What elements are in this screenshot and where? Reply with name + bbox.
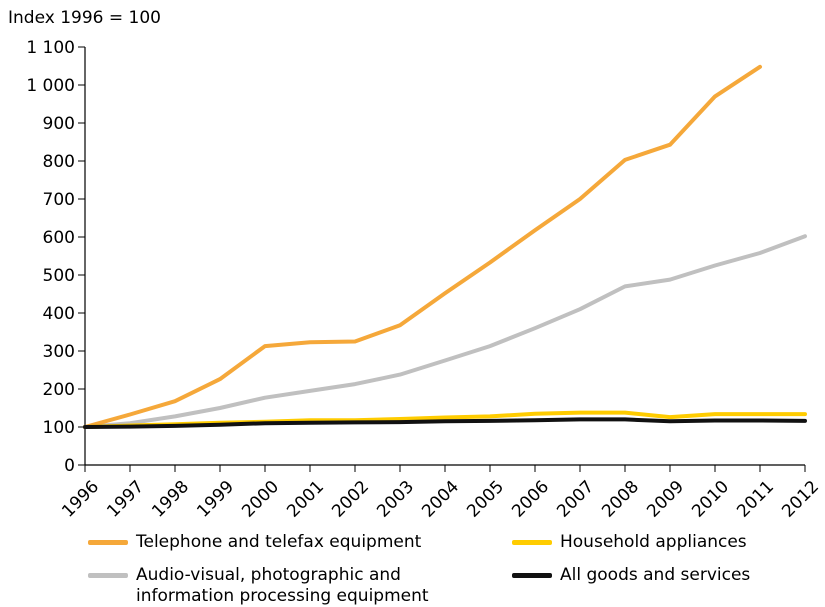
x-tick-label: 2003 (373, 477, 418, 522)
x-tick-label: 1999 (193, 477, 238, 522)
y-axis-unit-label: Index 1996 = 100 (8, 8, 161, 28)
y-tick-label: 100 (43, 418, 75, 438)
x-tick-label: 2009 (643, 477, 688, 522)
x-tick-label: 1997 (103, 477, 148, 522)
x-tick-label: 2008 (598, 477, 643, 522)
x-tick-label: 2000 (238, 477, 283, 522)
y-tick-label: 200 (43, 380, 75, 400)
x-tick-label: 2007 (553, 477, 598, 522)
y-tick-label: 500 (43, 266, 75, 286)
x-tick-label: 1996 (58, 477, 103, 522)
x-tick-label: 2012 (778, 477, 823, 522)
y-tick-label: 400 (43, 304, 75, 324)
x-tick-label: 2005 (463, 477, 508, 522)
y-tick-label: 1 100 (26, 38, 75, 58)
x-tick-label: 1998 (148, 477, 193, 522)
y-tick-label: 600 (43, 228, 75, 248)
y-tick-label: 1 000 (26, 76, 75, 96)
series-line-0 (83, 64, 762, 429)
x-tick-label: 2006 (508, 477, 553, 522)
x-tick-label: 2004 (418, 477, 463, 522)
x-tick-label: 2001 (283, 477, 328, 522)
y-tick-label: 0 (64, 456, 75, 476)
chart-series (83, 64, 807, 429)
series-line-1 (83, 234, 807, 429)
x-tick-label: 2002 (328, 477, 373, 522)
x-tick-label: 2010 (688, 477, 733, 522)
y-tick-label: 300 (43, 342, 75, 362)
series-line-3 (83, 417, 807, 429)
y-tick-label: 700 (43, 190, 75, 210)
y-tick-label: 900 (43, 114, 75, 134)
y-tick-label: 800 (43, 152, 75, 172)
x-tick-label: 2011 (733, 477, 778, 522)
